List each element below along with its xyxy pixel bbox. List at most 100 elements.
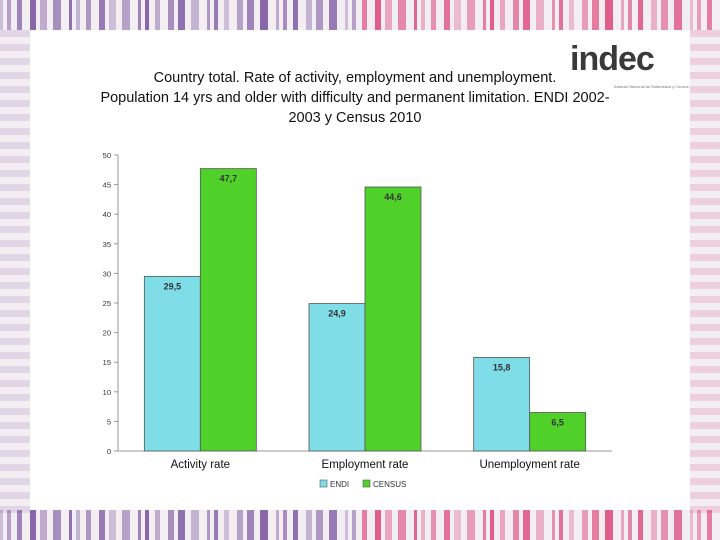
stripe-bottom [138, 510, 141, 540]
y-tick-label: 40 [103, 210, 111, 219]
stripe-top [490, 0, 494, 30]
stripe-top [707, 0, 712, 30]
y-tick-label: 50 [103, 151, 111, 160]
stripe-bottom [467, 510, 475, 540]
bar [308, 303, 366, 452]
stripe-bottom [559, 510, 563, 540]
data-label: 44,6 [384, 192, 402, 202]
stripe-bottom [352, 510, 356, 540]
stripe-right [690, 156, 720, 163]
stripe-bottom [145, 510, 149, 540]
stripe-bottom [7, 510, 11, 540]
stripe-bottom [444, 510, 450, 540]
stripe-right [690, 436, 720, 443]
stripe-right [690, 254, 720, 261]
stripe-bottom [109, 510, 116, 540]
stripe-left [0, 310, 30, 317]
stripe-bottom [86, 510, 91, 540]
bar [529, 412, 587, 452]
stripe-top [605, 0, 613, 30]
logo-subtitle: Instituto Nacional de Estadística y Cens… [614, 84, 689, 89]
logo-text-dec: dec [598, 40, 655, 78]
stripe-top [638, 0, 643, 30]
stripe-left [0, 142, 30, 149]
stripe-left [0, 156, 30, 163]
stripe-bottom [592, 510, 599, 540]
x-category-label: Employment rate [322, 459, 409, 471]
data-label: 47,7 [220, 174, 238, 184]
stripe-top [398, 0, 406, 30]
stripe-top [352, 0, 356, 30]
stripe-top [168, 0, 174, 30]
stripe-left [0, 450, 30, 457]
y-tick-label: 35 [103, 240, 111, 249]
stripe-top [207, 0, 210, 30]
stripe-right [690, 380, 720, 387]
stripe-bottom [168, 510, 174, 540]
stripe-top [621, 0, 624, 30]
stripe-bottom [362, 510, 367, 540]
stripe-left [0, 408, 30, 415]
stripe-top [569, 0, 574, 30]
stripe-left [0, 296, 30, 303]
stripe-left [0, 352, 30, 359]
stripe-right [690, 86, 720, 93]
stripe-bottom [155, 510, 160, 540]
stripe-bottom [398, 510, 406, 540]
title-line-1: Country total. Rate of activity, employm… [153, 70, 557, 86]
stripe-bottom [40, 510, 47, 540]
stripe-left [0, 128, 30, 135]
stripe-left [0, 212, 30, 219]
stripe-bottom [69, 510, 72, 540]
stripe-bottom [375, 510, 381, 540]
stripe-left [0, 58, 30, 65]
stripe-bottom [207, 510, 210, 540]
stripe-bottom [431, 510, 436, 540]
stripe-top [214, 0, 218, 30]
stripe-top [536, 0, 544, 30]
logo-text-in: in [570, 40, 599, 78]
stripe-top [444, 0, 450, 30]
stripe-right [690, 44, 720, 51]
stripe-top [155, 0, 160, 30]
stripe-top [421, 0, 425, 30]
bar [199, 168, 257, 452]
stripe-bottom [316, 510, 323, 540]
stripe-left [0, 436, 30, 443]
stripe-right [690, 492, 720, 499]
stripe-top [138, 0, 141, 30]
stripe-bottom [621, 510, 624, 540]
stripe-left [0, 492, 30, 499]
stripe-top [316, 0, 323, 30]
stripe-top [99, 0, 105, 30]
stripe-top [552, 0, 555, 30]
chart-title: Country total. Rate of activity, employm… [40, 68, 670, 128]
stripe-top [483, 0, 486, 30]
stripe-bottom [569, 510, 574, 540]
stripe-top [651, 0, 657, 30]
stripe-bottom [628, 510, 632, 540]
stripe-top [414, 0, 417, 30]
stripe-right [690, 338, 720, 345]
stripe-top [523, 0, 530, 30]
stripe-left [0, 464, 30, 471]
stripe-top [345, 0, 348, 30]
stripe-bottom [53, 510, 61, 540]
stripe-bottom [690, 510, 693, 540]
stripe-right [690, 100, 720, 107]
stripe-top [30, 0, 36, 30]
x-category-label: Unemployment rate [479, 459, 579, 471]
stripe-left [0, 338, 30, 345]
stripe-bottom [17, 510, 22, 540]
title-line-3: 2003 y Census 2010 [288, 110, 422, 126]
stripe-top [306, 0, 312, 30]
y-tick-label: 30 [103, 269, 111, 278]
y-tick-label: 5 [107, 417, 111, 426]
stripe-bottom [523, 510, 530, 540]
bar [473, 357, 531, 452]
stripe-bottom [0, 510, 3, 540]
stripe-left [0, 44, 30, 51]
stripe-right [690, 198, 720, 205]
stripe-top [69, 0, 72, 30]
